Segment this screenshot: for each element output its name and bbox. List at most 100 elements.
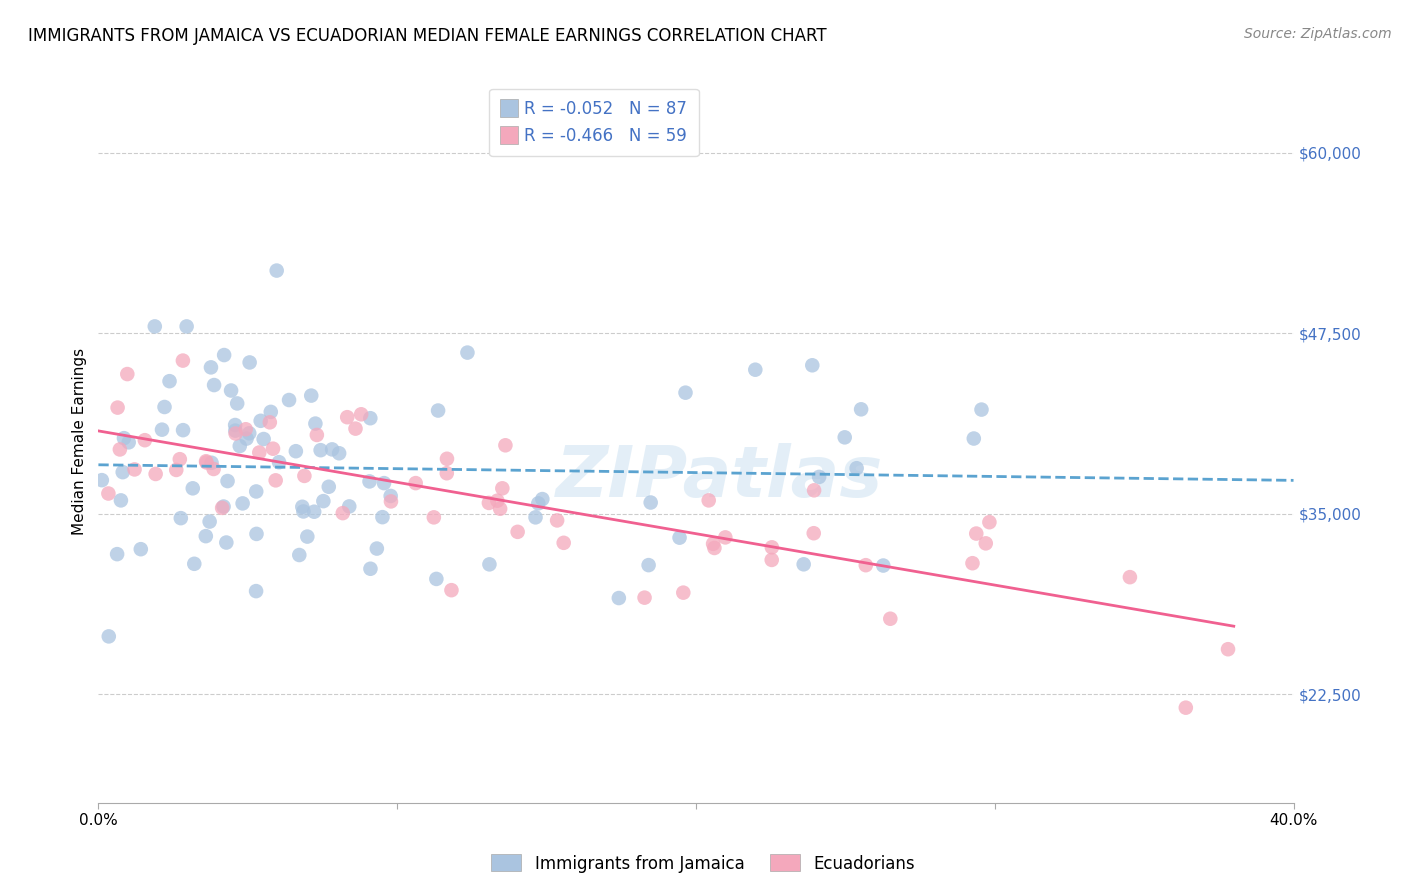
Point — [1119, 570, 1142, 584]
Point — [118, 435, 141, 450]
Point — [423, 510, 446, 524]
Point — [183, 557, 205, 571]
Point — [245, 584, 267, 599]
Point — [232, 496, 254, 510]
Point — [195, 455, 218, 469]
Point — [235, 432, 257, 446]
Point — [834, 430, 856, 444]
Point — [97, 629, 120, 643]
Point — [359, 411, 381, 425]
Y-axis label: Median Female Earnings: Median Female Earnings — [72, 348, 87, 535]
Point — [332, 506, 354, 520]
Point — [202, 462, 225, 476]
Point — [224, 417, 246, 432]
Point — [761, 553, 783, 567]
Point — [965, 526, 987, 541]
Point — [872, 558, 894, 573]
Point — [235, 422, 257, 436]
Point — [845, 461, 868, 475]
Point — [697, 493, 720, 508]
Point — [803, 526, 825, 541]
Point — [245, 527, 267, 541]
Point — [962, 556, 984, 570]
Point — [879, 612, 901, 626]
Point — [262, 442, 284, 456]
Point — [97, 486, 120, 500]
Point — [321, 442, 343, 457]
Point — [226, 396, 249, 410]
Point — [312, 494, 335, 508]
Point — [425, 572, 447, 586]
Point — [200, 360, 222, 375]
Text: ZIPatlas: ZIPatlas — [557, 443, 883, 512]
Point — [1216, 642, 1239, 657]
Point — [108, 442, 131, 457]
Point — [153, 400, 176, 414]
Point — [253, 432, 276, 446]
Point — [267, 455, 290, 469]
Point — [702, 537, 724, 551]
Point — [531, 492, 554, 507]
Point — [110, 493, 132, 508]
Point — [359, 475, 381, 489]
Point — [224, 424, 246, 438]
Point — [506, 524, 529, 539]
Point — [640, 495, 662, 509]
Point — [328, 446, 350, 460]
Point — [264, 474, 287, 488]
Point — [1174, 700, 1197, 714]
Point — [124, 462, 146, 476]
Point — [849, 402, 872, 417]
Legend: R = -0.052   N = 87, R = -0.466   N = 59: R = -0.052 N = 87, R = -0.466 N = 59 — [489, 88, 699, 156]
Point — [672, 585, 695, 599]
Point — [278, 392, 301, 407]
Point — [169, 452, 191, 467]
Point — [117, 367, 139, 381]
Point — [801, 359, 824, 373]
Point — [963, 432, 986, 446]
Point — [134, 433, 156, 447]
Point — [350, 407, 373, 421]
Point — [181, 481, 204, 495]
Point — [292, 504, 315, 518]
Point — [305, 428, 328, 442]
Point — [318, 480, 340, 494]
Point — [714, 530, 737, 544]
Point — [336, 410, 359, 425]
Point — [245, 484, 267, 499]
Point — [129, 542, 152, 557]
Point — [90, 473, 112, 487]
Point — [761, 541, 783, 555]
Point — [215, 535, 238, 549]
Point — [143, 319, 166, 334]
Text: Source: ZipAtlas.com: Source: ZipAtlas.com — [1244, 27, 1392, 41]
Point — [299, 388, 322, 402]
Point — [637, 558, 659, 573]
Point — [259, 415, 281, 429]
Point — [291, 500, 314, 514]
Point — [212, 348, 235, 362]
Point — [249, 414, 271, 428]
Point — [974, 536, 997, 550]
Point — [803, 483, 825, 498]
Point — [247, 445, 270, 459]
Point — [380, 489, 402, 503]
Point — [427, 403, 450, 417]
Point — [111, 465, 134, 479]
Point — [494, 438, 516, 452]
Point — [165, 463, 187, 477]
Point — [371, 510, 394, 524]
Point — [633, 591, 655, 605]
Point — [225, 426, 247, 441]
Point — [793, 558, 815, 572]
Point — [172, 353, 194, 368]
Point — [436, 451, 458, 466]
Point — [366, 541, 388, 556]
Point — [266, 263, 288, 277]
Point — [238, 426, 260, 441]
Point — [176, 319, 198, 334]
Point — [294, 469, 316, 483]
Point — [436, 467, 458, 481]
Legend: Immigrants from Jamaica, Ecuadorians: Immigrants from Jamaica, Ecuadorians — [485, 847, 921, 880]
Point — [302, 505, 325, 519]
